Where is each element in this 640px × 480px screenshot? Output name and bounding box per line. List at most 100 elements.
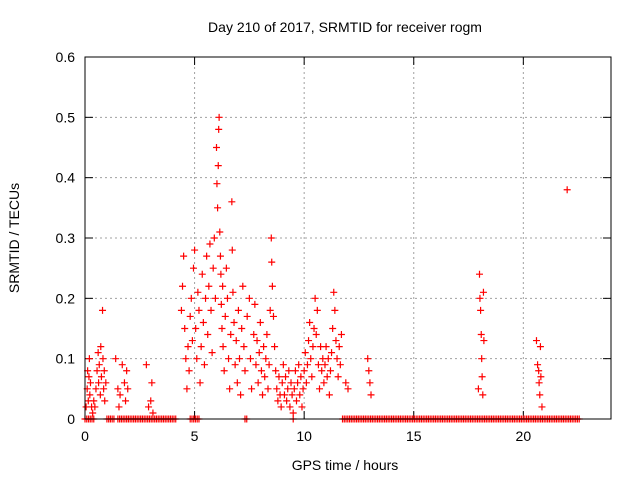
data-point <box>331 306 339 314</box>
data-point <box>480 337 488 345</box>
data-point <box>100 385 108 393</box>
data-point <box>181 325 189 332</box>
data-point <box>296 391 304 399</box>
data-point <box>563 186 571 194</box>
data-point <box>478 373 486 381</box>
y-tick-label: 0.5 <box>56 109 76 125</box>
data-point <box>220 367 228 375</box>
data-point <box>211 294 219 302</box>
data-point <box>288 391 296 399</box>
data-point <box>115 403 123 411</box>
data-point <box>290 385 298 393</box>
data-point <box>311 294 319 302</box>
data-point <box>232 337 240 345</box>
data-point <box>248 385 256 393</box>
data-point <box>95 379 103 387</box>
data-point <box>112 355 120 363</box>
data-point <box>219 282 227 290</box>
data-point <box>283 397 291 405</box>
data-point <box>274 397 282 405</box>
data-point <box>260 343 268 351</box>
data-point <box>93 367 101 375</box>
data-point <box>217 270 225 278</box>
data-point <box>85 355 93 363</box>
data-point <box>313 306 321 314</box>
data-point <box>303 361 311 369</box>
data-point <box>321 361 329 369</box>
data-point <box>474 385 482 393</box>
data-point <box>535 379 543 387</box>
data-point <box>278 379 286 387</box>
data-point <box>213 144 220 151</box>
data-point <box>203 252 211 260</box>
data-point <box>197 343 205 351</box>
data-point <box>262 355 270 363</box>
data-point <box>275 373 283 381</box>
data-point <box>263 331 271 339</box>
data-point <box>225 355 233 363</box>
data-point <box>101 397 109 405</box>
data-point <box>215 113 223 121</box>
data-point <box>367 391 375 399</box>
data-point <box>207 306 215 314</box>
data-point <box>536 343 544 351</box>
y-tick-label: 0.6 <box>56 49 76 65</box>
data-point <box>99 355 107 363</box>
data-point <box>287 379 295 387</box>
plot-frame <box>84 56 612 420</box>
data-point <box>255 349 263 357</box>
data-point <box>216 228 224 236</box>
data-point <box>149 409 157 417</box>
data-point <box>122 397 130 405</box>
data-point <box>259 391 267 399</box>
data-point <box>253 337 261 345</box>
data-point <box>182 355 190 363</box>
data-point <box>267 234 275 242</box>
data-point <box>240 343 248 351</box>
data-point <box>120 379 128 387</box>
y-tick-label: 0.3 <box>56 230 76 246</box>
data-point <box>342 379 350 387</box>
data-point <box>243 312 251 320</box>
data-point <box>365 367 373 375</box>
data-point <box>328 349 336 357</box>
data-point <box>344 385 352 393</box>
data-point <box>202 294 210 302</box>
data-point <box>179 282 187 290</box>
data-point <box>246 355 254 363</box>
data-point <box>206 240 214 248</box>
data-point <box>223 294 231 302</box>
data-point <box>299 385 307 393</box>
data-point <box>301 349 309 357</box>
data-point <box>292 397 300 405</box>
data-point <box>99 306 107 314</box>
data-point <box>476 294 484 302</box>
data-point <box>265 361 273 369</box>
data-point <box>314 361 322 369</box>
data-point <box>477 331 485 339</box>
data-point <box>218 325 226 332</box>
grid-lines <box>85 57 611 419</box>
data-point <box>312 331 320 339</box>
data-point <box>257 367 265 375</box>
data-point <box>102 379 110 387</box>
data-point <box>97 373 105 381</box>
y-tick-label: 0 <box>67 411 75 427</box>
data-point <box>272 367 280 375</box>
data-point <box>329 325 337 332</box>
data-point <box>194 288 202 296</box>
data-point <box>326 367 334 375</box>
data-point <box>268 282 276 290</box>
data-points <box>81 113 583 423</box>
data-point <box>209 264 217 272</box>
data-point <box>226 385 234 393</box>
data-point <box>266 306 274 314</box>
data-point <box>364 355 372 363</box>
data-point <box>476 270 483 278</box>
data-point <box>302 379 310 387</box>
data-point <box>97 343 105 351</box>
data-point <box>189 264 197 272</box>
data-point <box>324 355 332 363</box>
data-point <box>187 294 195 302</box>
